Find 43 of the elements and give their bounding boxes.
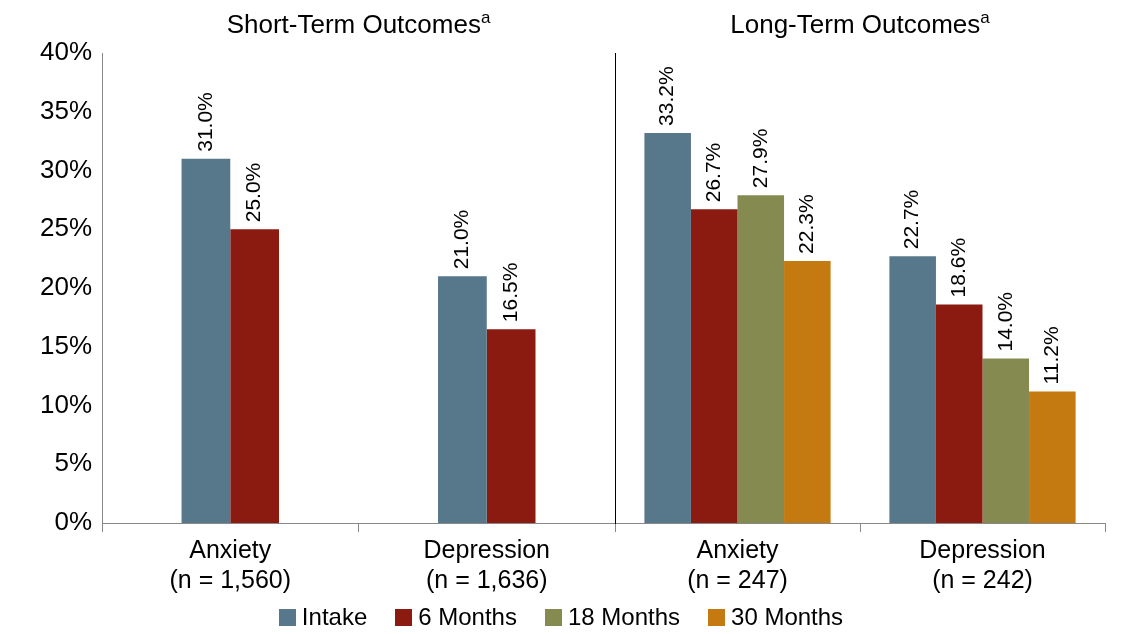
data-label: 25.0%: [241, 162, 265, 223]
chart-title: Long-Term Outcomes$^{a}$: [730, 8, 990, 40]
data-label: 21.0%: [449, 209, 473, 270]
y-tick-label: 30%: [39, 153, 93, 184]
bar: [438, 276, 487, 523]
data-label: 11.2%: [1039, 326, 1063, 385]
y-tick-label: 5%: [54, 447, 93, 478]
bar: [889, 256, 936, 523]
x-tick-label: Depression (n = 242): [919, 534, 1046, 593]
y-tick-label: 25%: [39, 212, 93, 243]
bar: [982, 358, 1030, 523]
data-label: 26.7%: [701, 142, 725, 203]
data-label: 22.7%: [899, 189, 923, 250]
y-tick-label: 15%: [39, 329, 93, 360]
y-tick-label: 35%: [39, 94, 93, 125]
legend-label: Intake: [301, 603, 368, 631]
bar: [690, 209, 738, 523]
data-label: 31.0%: [192, 92, 216, 152]
legend-label: 30 Months: [731, 603, 844, 631]
y-tick-label: 40%: [39, 36, 93, 67]
bar: [737, 195, 785, 523]
chart-title: Short-Term Outcomes$^{a}$: [226, 8, 491, 40]
data-label: 22.3%: [794, 194, 818, 254]
y-tick-label: 20%: [39, 271, 93, 302]
bar: [230, 229, 280, 523]
legend-label: 6 Months: [418, 603, 517, 631]
bar: [935, 304, 983, 523]
data-label: 33.2%: [654, 66, 678, 126]
legend-label: 18 Months: [567, 603, 681, 631]
bar: [486, 329, 536, 523]
bar: [644, 132, 691, 523]
y-tick-label: 0%: [54, 506, 93, 537]
data-label: 18.6%: [946, 237, 970, 298]
bar: [181, 158, 231, 523]
x-tick-label: Depression (n = 1,636): [423, 534, 550, 593]
data-label: 27.9%: [747, 128, 771, 189]
data-label: 14.0%: [992, 291, 1016, 352]
data-label: 16.5%: [497, 262, 521, 323]
y-tick-label: 10%: [39, 388, 93, 419]
bar: [784, 260, 831, 523]
x-tick-label: Anxiety (n = 247): [687, 534, 788, 593]
x-tick-label: Anxiety (n = 1,560): [169, 534, 292, 593]
bar: [1029, 391, 1076, 523]
